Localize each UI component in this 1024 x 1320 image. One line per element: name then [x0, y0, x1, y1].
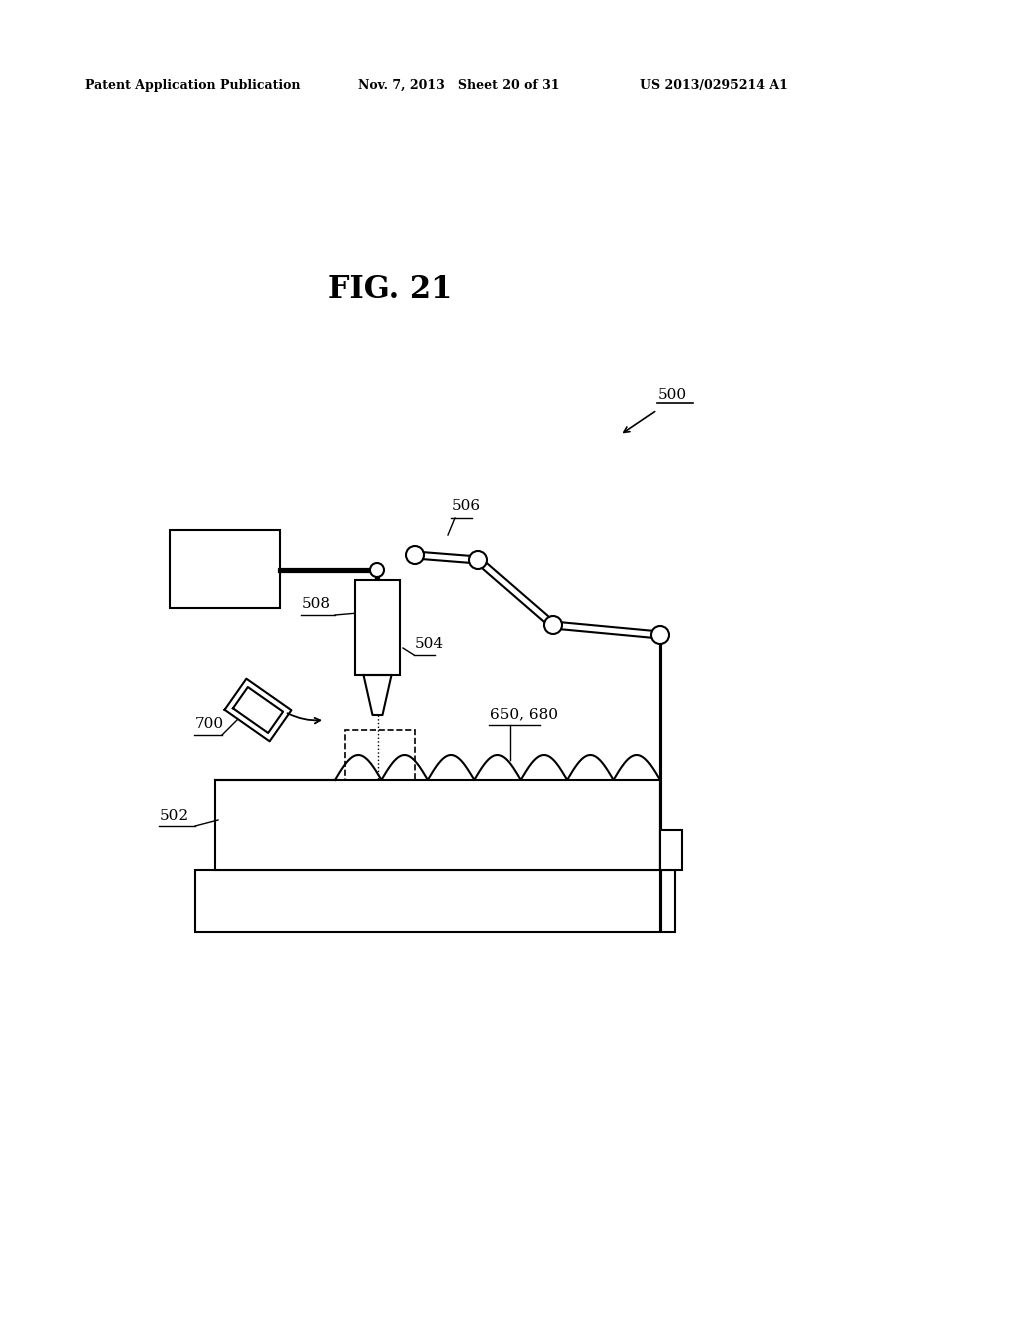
Circle shape: [469, 550, 487, 569]
Bar: [170, 531, 280, 609]
Circle shape: [406, 546, 424, 564]
Text: 506: 506: [452, 499, 481, 513]
Text: 500: 500: [658, 388, 687, 403]
Text: 504: 504: [415, 638, 444, 651]
Bar: [345, 730, 415, 780]
Text: 508: 508: [302, 597, 331, 611]
Text: 502: 502: [160, 809, 189, 822]
Circle shape: [651, 626, 669, 644]
Text: Patent Application Publication: Patent Application Publication: [85, 78, 300, 91]
Text: US 2013/0295214 A1: US 2013/0295214 A1: [640, 78, 787, 91]
Text: Nov. 7, 2013   Sheet 20 of 31: Nov. 7, 2013 Sheet 20 of 31: [358, 78, 559, 91]
Bar: [215, 780, 660, 870]
Bar: [355, 579, 400, 675]
Bar: [195, 870, 675, 932]
Circle shape: [370, 564, 384, 577]
Text: FIG. 21: FIG. 21: [328, 275, 453, 305]
Circle shape: [544, 616, 562, 634]
Text: 650, 680: 650, 680: [490, 708, 558, 721]
Bar: [660, 830, 682, 870]
Text: 700: 700: [195, 717, 224, 731]
